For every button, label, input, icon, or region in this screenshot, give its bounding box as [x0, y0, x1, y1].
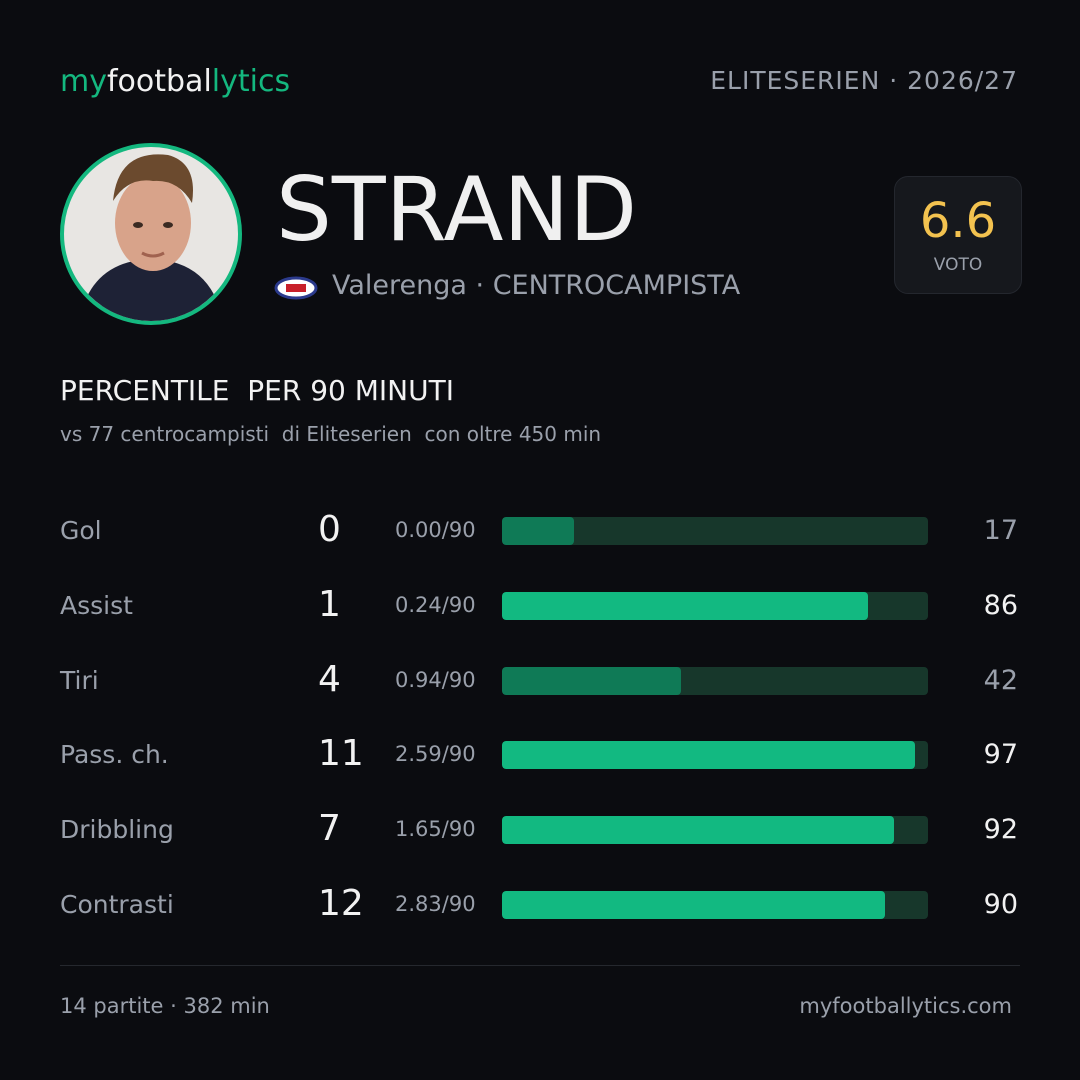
row-per90: 1.65/90: [395, 817, 476, 842]
bar: [502, 517, 575, 545]
rating-label: VOTO: [933, 255, 983, 275]
row-percentile: 97: [983, 739, 1018, 771]
row-percentile: 42: [983, 664, 1018, 696]
bar-track: [502, 591, 928, 620]
footer-site: myfootballytics.com: [799, 994, 1012, 1018]
bar-track: [502, 816, 928, 845]
bar-track: [502, 517, 928, 545]
bar: [502, 816, 894, 845]
row-label: Gol: [60, 516, 102, 545]
rating-value: 6.6: [919, 193, 997, 249]
row-label: Tiri: [60, 665, 99, 695]
avatar: [60, 143, 242, 325]
row-percentile: 17: [983, 515, 1018, 546]
row-total: 12: [318, 883, 364, 924]
bar: [502, 591, 869, 620]
rating-box: 6.6 VOTO: [894, 176, 1022, 294]
row-percentile: 92: [983, 814, 1018, 846]
section-subtitle: vs 77 centrocampisti di Eliteserien con …: [60, 422, 602, 446]
row-per90: 2.83/90: [395, 892, 476, 916]
row-total: 7: [318, 808, 341, 850]
row-total: 4: [318, 658, 341, 700]
club-badge: [274, 276, 318, 300]
bar: [502, 741, 916, 770]
row-percentile: 86: [983, 589, 1018, 621]
footer-stats: 14 partite · 382 min: [60, 994, 270, 1018]
row-label: Pass. ch.: [60, 740, 169, 770]
row-label: Assist: [60, 590, 133, 620]
divider: [60, 965, 1020, 966]
row-per90: 0.94/90: [395, 667, 476, 692]
bar: [502, 666, 681, 695]
bar-track: [502, 666, 928, 695]
row-per90: 2.59/90: [395, 742, 476, 767]
player-name: STRAND: [276, 158, 637, 261]
bar-track: [502, 891, 928, 919]
brand-part: lytics: [211, 64, 291, 99]
row-label: Contrasti: [60, 890, 174, 919]
brand-part: my: [60, 64, 107, 99]
row-total: 1: [318, 583, 341, 625]
row-percentile: 90: [983, 889, 1018, 920]
row-total: 0: [318, 509, 341, 550]
bar-track: [502, 741, 928, 770]
bar: [502, 891, 886, 919]
brand-part: footbal: [106, 64, 212, 99]
competition: ELITESERIEN · 2026/27: [710, 66, 1018, 95]
row-total: 11: [318, 733, 364, 775]
brand: myfootballytics: [60, 64, 290, 99]
row-per90: 0.24/90: [395, 592, 476, 617]
section-title: PERCENTILE PER 90 MINUTI: [60, 374, 454, 407]
row-label: Dribbling: [60, 815, 174, 845]
player-subtitle: Valerenga · CENTROCAMPISTA: [332, 270, 741, 301]
row-per90: 0.00/90: [395, 518, 476, 542]
